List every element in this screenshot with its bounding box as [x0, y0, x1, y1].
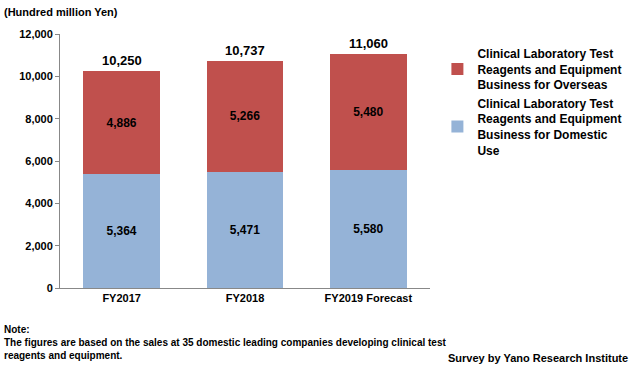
svg-text:10,737: 10,737 [225, 43, 265, 58]
svg-text:4,886: 4,886 [106, 116, 136, 130]
svg-text:12,000: 12,000 [19, 28, 53, 40]
svg-text:6,000: 6,000 [25, 155, 53, 167]
svg-text:5,471: 5,471 [230, 223, 260, 237]
svg-text:Clinical Laboratory TestReagen: Clinical Laboratory TestReagents and Equ… [477, 97, 621, 158]
svg-text:5,580: 5,580 [353, 222, 383, 236]
svg-text:10,000: 10,000 [19, 70, 53, 82]
svg-text:FY2018: FY2018 [226, 292, 265, 304]
svg-text:4,000: 4,000 [25, 197, 53, 209]
svg-text:FY2017: FY2017 [102, 292, 141, 304]
svg-text:Clinical Laboratory TestReagen: Clinical Laboratory TestReagents and Equ… [477, 47, 621, 92]
svg-text:Survey by Yano Research Instit: Survey by Yano Research Institute [448, 352, 628, 364]
svg-text:5,364: 5,364 [106, 224, 136, 238]
svg-text:0: 0 [47, 282, 53, 294]
svg-text:2,000: 2,000 [25, 240, 53, 252]
svg-text:Note:The figures are based on: Note:The figures are based on the sales … [4, 324, 446, 361]
svg-text:5,480: 5,480 [353, 105, 383, 119]
svg-text:(Hundred million Yen): (Hundred million Yen) [4, 6, 118, 18]
svg-text:8,000: 8,000 [25, 113, 53, 125]
svg-text:11,060: 11,060 [349, 36, 388, 51]
svg-text:5,266: 5,266 [230, 109, 260, 123]
svg-text:FY2019 Forecast: FY2019 Forecast [325, 292, 413, 304]
svg-text:10,250: 10,250 [102, 53, 142, 68]
